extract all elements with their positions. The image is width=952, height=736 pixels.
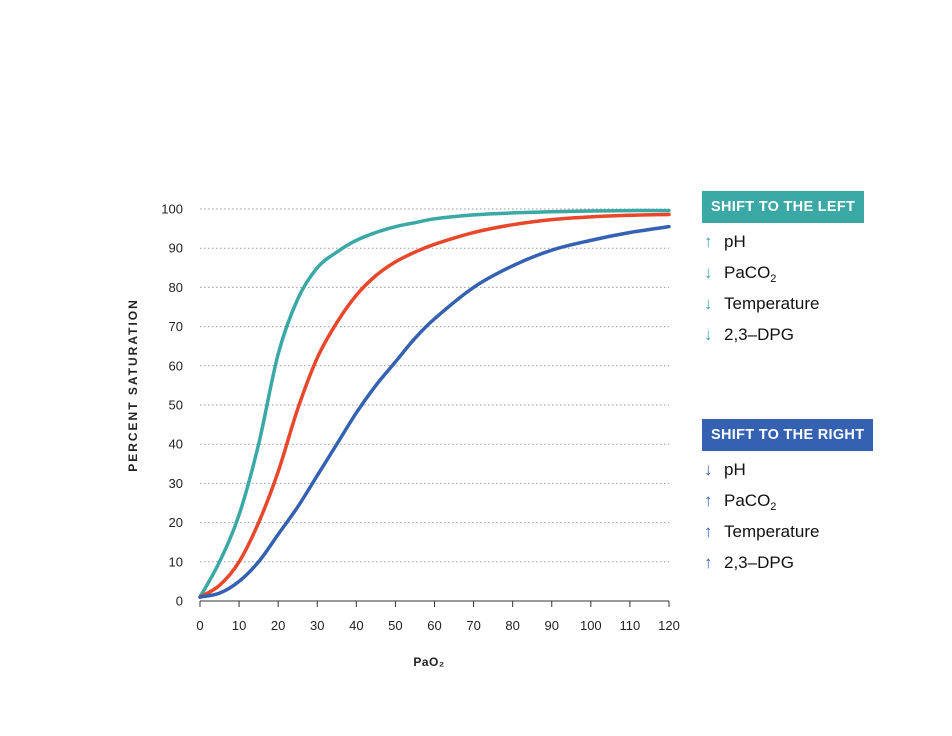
y-tick-label: 50 — [169, 398, 183, 413]
legend-item-text: pH — [724, 460, 746, 479]
legend-left-item: ↓ Temperature — [702, 288, 952, 319]
legend-item-subscript: 2 — [770, 273, 777, 285]
legend-right-item: ↑ Temperature — [702, 516, 952, 547]
legend-item-text: Temperature — [724, 294, 820, 313]
legend-right-item: ↓ pH — [702, 454, 952, 485]
y-tick-label: 90 — [169, 241, 183, 256]
x-tick-label: 30 — [310, 618, 324, 633]
y-axis-ticks: 0 10 20 30 40 50 60 70 80 90 100 — [161, 202, 183, 609]
legend-item-text: 2,3–DPG — [724, 553, 794, 572]
y-tick-label: 80 — [169, 280, 183, 295]
legend-left-item: ↑ pH — [702, 226, 952, 257]
curves — [198, 208, 671, 599]
x-tick-label: 70 — [466, 618, 480, 633]
curve-series-1 — [198, 208, 671, 599]
y-tick-label: 10 — [169, 554, 183, 569]
y-tick-label: 40 — [169, 437, 183, 452]
legend-left-title: SHIFT TO THE LEFT — [702, 191, 865, 223]
legend-item-subscript: 2 — [770, 501, 777, 513]
arrow-up-icon: ↑ — [704, 232, 713, 251]
y-tick-label: 20 — [169, 515, 183, 530]
arrow-down-icon: ↓ — [704, 325, 713, 344]
arrow-up-icon: ↑ — [704, 491, 713, 510]
legend-item-text: Temperature — [724, 522, 820, 541]
curve-series-3 — [198, 224, 671, 599]
x-tick-label: 120 — [658, 618, 680, 633]
legend-left-item: ↓ PaCO2 — [702, 257, 952, 288]
x-axis-ticks: 0 10 20 30 40 50 60 70 80 90 100 110 120 — [196, 601, 680, 633]
x-tick-label: 0 — [196, 618, 203, 633]
legend-item-text: pH — [724, 232, 746, 251]
arrow-up-icon: ↑ — [704, 522, 713, 541]
x-tick-label: 100 — [580, 618, 602, 633]
legend-left-item: ↓ 2,3–DPG — [702, 319, 952, 350]
x-axis-label: PaO₂ — [413, 655, 444, 669]
arrow-down-icon: ↓ — [704, 460, 713, 479]
legend-shift-right: SHIFT TO THE RIGHT ↓ pH ↑ PaCO2 ↑ Temperature… — [702, 419, 952, 578]
y-tick-label: 0 — [176, 594, 183, 609]
y-tick-label: 60 — [169, 358, 183, 373]
legend-right-item: ↑ 2,3–DPG — [702, 547, 952, 578]
curve-series-2 — [198, 212, 671, 599]
x-tick-label: 90 — [545, 618, 559, 633]
x-tick-label: 40 — [349, 618, 363, 633]
x-tick-label: 80 — [505, 618, 519, 633]
arrow-down-icon: ↓ — [704, 294, 713, 313]
legend-item-text: PaCO — [724, 263, 771, 282]
x-tick-label: 20 — [271, 618, 285, 633]
arrow-up-icon: ↑ — [704, 553, 713, 572]
arrow-down-icon: ↓ — [704, 263, 713, 282]
legend-item-text: 2,3–DPG — [724, 325, 794, 344]
y-tick-label: 100 — [161, 202, 183, 217]
x-tick-label: 110 — [620, 618, 641, 633]
x-tick-label: 60 — [427, 618, 441, 633]
legend-right-item: ↑ PaCO2 — [702, 485, 952, 516]
legend-right-items: ↓ pH ↑ PaCO2 ↑ Temperature ↑ 2,3–DPG — [702, 454, 952, 578]
x-tick-label: 10 — [232, 618, 246, 633]
legend-left-items: ↑ pH ↓ PaCO2 ↓ Temperature ↓ 2,3–DPG — [702, 226, 952, 350]
legend-right-title: SHIFT TO THE RIGHT — [702, 419, 874, 451]
legend-item-text: PaCO — [724, 491, 771, 510]
legend-shift-left: SHIFT TO THE LEFT ↑ pH ↓ PaCO2 ↓ Temperature ↓… — [702, 191, 952, 350]
y-tick-label: 30 — [169, 476, 183, 491]
y-tick-label: 70 — [169, 319, 183, 334]
y-axis-label: PERCENT SATURATION — [126, 298, 140, 472]
x-tick-label: 50 — [388, 618, 402, 633]
